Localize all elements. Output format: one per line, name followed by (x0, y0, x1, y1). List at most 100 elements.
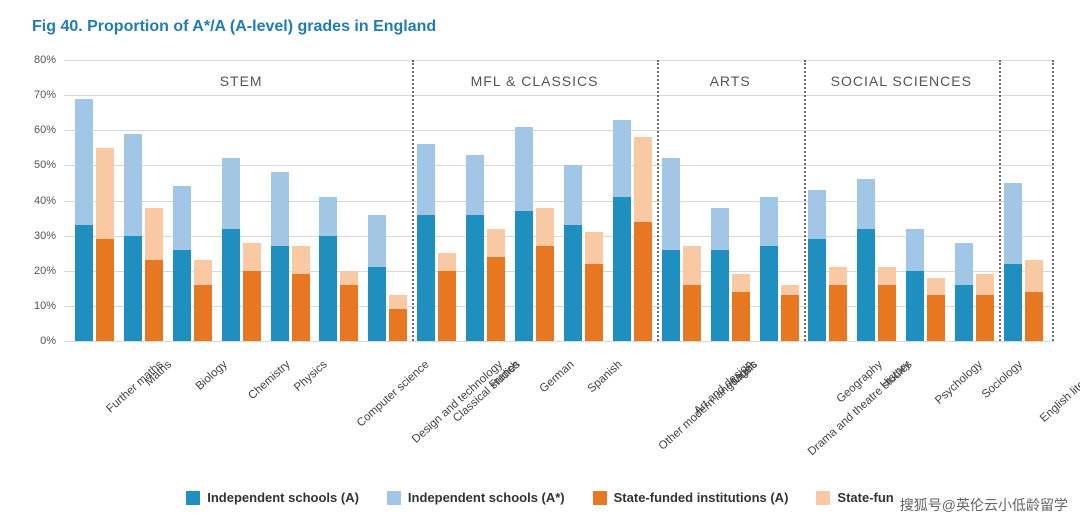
bar-independent (760, 197, 778, 341)
bar-independent (173, 186, 191, 341)
seg-indep-astar (124, 134, 142, 236)
y-tick-label: 70% (20, 89, 56, 101)
x-tick-label: Physics (292, 359, 329, 394)
seg-indep-astar (808, 190, 826, 239)
bar-state (1025, 260, 1043, 341)
figure: Fig 40. Proportion of A*/A (A-level) gra… (0, 0, 1080, 519)
group-label: ARTS (710, 73, 751, 89)
seg-indep-a (564, 225, 582, 341)
bar-state (487, 229, 505, 341)
bar-pair (1004, 60, 1043, 341)
seg-state-astar (634, 137, 652, 221)
bar-independent (955, 243, 973, 341)
bar-state (145, 208, 163, 341)
seg-state-astar (194, 260, 212, 285)
seg-state-astar (1025, 260, 1043, 292)
seg-indep-a (711, 250, 729, 341)
bar-state (292, 246, 310, 341)
bar-independent (515, 127, 533, 341)
bar-pair (515, 60, 554, 341)
seg-state-a (438, 271, 456, 341)
bar-independent (1004, 183, 1022, 341)
bar-pair (808, 60, 847, 341)
seg-indep-a (613, 197, 631, 341)
group-label: SOCIAL SCIENCES (831, 73, 972, 89)
bar-state (829, 267, 847, 341)
seg-indep-astar (368, 215, 386, 268)
y-tick-label: 20% (20, 265, 56, 277)
x-tick-label: Spanish (586, 359, 625, 396)
seg-state-astar (732, 274, 750, 292)
seg-state-a (340, 285, 358, 341)
seg-indep-astar (955, 243, 973, 285)
seg-indep-a (662, 250, 680, 341)
seg-state-astar (878, 267, 896, 285)
group-divider (657, 60, 659, 341)
seg-indep-astar (711, 208, 729, 250)
bar-independent (906, 229, 924, 341)
seg-indep-a (857, 229, 875, 341)
seg-state-astar (536, 208, 554, 247)
seg-state-a (878, 285, 896, 341)
y-tick-label: 30% (20, 230, 56, 242)
x-tick-label: Computer science (355, 359, 432, 430)
figure-title: Fig 40. Proportion of A*/A (A-level) gra… (32, 18, 436, 36)
seg-state-astar (829, 267, 847, 285)
watermark-text: 搜狐号@英伦云小低龄留学 (894, 493, 1074, 517)
bar-pair (124, 60, 163, 341)
bar-state (96, 148, 114, 341)
seg-indep-astar (564, 165, 582, 225)
bar-state (781, 285, 799, 341)
bar-independent (222, 158, 240, 341)
bar-state (976, 274, 994, 341)
seg-indep-a (417, 215, 435, 341)
bar-pair (75, 60, 114, 341)
bar-pair (906, 60, 945, 341)
legend-swatch (387, 491, 401, 505)
seg-indep-a (222, 229, 240, 341)
seg-state-a (389, 309, 407, 341)
legend-swatch (186, 491, 200, 505)
bar-state (194, 260, 212, 341)
y-tick-label: 10% (20, 300, 56, 312)
seg-indep-astar (760, 197, 778, 246)
seg-indep-astar (613, 120, 631, 197)
bar-pair (662, 60, 701, 341)
bar-independent (808, 190, 826, 341)
seg-indep-astar (271, 172, 289, 246)
legend-label: State-funded institutions (A) (614, 490, 789, 505)
bar-pair (857, 60, 896, 341)
bar-independent (857, 179, 875, 341)
y-tick-label: 40% (20, 195, 56, 207)
seg-indep-astar (75, 99, 93, 225)
seg-indep-astar (515, 127, 533, 211)
legend-item: State-fun (816, 490, 893, 505)
seg-state-astar (438, 253, 456, 271)
bar-state (878, 267, 896, 341)
chart-plot: 0%10%20%30%40%50%60%70%80%Further mathsM… (64, 60, 1054, 341)
bar-independent (613, 120, 631, 341)
seg-indep-a (75, 225, 93, 341)
seg-state-astar (292, 246, 310, 274)
bar-independent (124, 134, 142, 341)
x-tick-label: Biology (194, 359, 230, 393)
seg-indep-a (319, 236, 337, 341)
seg-state-a (292, 274, 310, 341)
bar-independent (662, 158, 680, 341)
bar-pair (368, 60, 407, 341)
group-label: MFL & CLASSICS (471, 73, 599, 89)
seg-state-a (536, 246, 554, 341)
bar-independent (271, 172, 289, 341)
bar-independent (564, 165, 582, 341)
bar-pair (760, 60, 799, 341)
seg-state-a (732, 292, 750, 341)
y-tick-label: 50% (20, 159, 56, 171)
seg-indep-a (760, 246, 778, 341)
seg-state-astar (389, 295, 407, 309)
legend-label: Independent schools (A*) (408, 490, 565, 505)
seg-state-a (829, 285, 847, 341)
bar-state (243, 243, 261, 341)
seg-state-a (243, 271, 261, 341)
bar-pair (271, 60, 310, 341)
x-tick-label: Sociology (979, 359, 1024, 401)
